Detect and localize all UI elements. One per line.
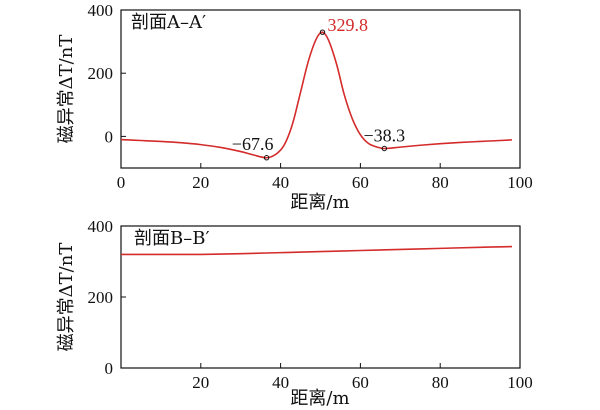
annotation-label: 329.8 xyxy=(327,15,368,35)
ticks-b: 20 40 60 80 100 0 200 400 xyxy=(88,217,533,392)
y-tick-label-b: 0 xyxy=(105,359,114,378)
x-tick-label-a: 100 xyxy=(507,173,533,192)
annotation-label: −38.3 xyxy=(364,126,406,146)
y-axis-label-b: 磁异常ΔT/nT xyxy=(56,243,77,352)
x-tick-label-b: 60 xyxy=(352,373,369,392)
chart-title-b: 剖面B–B′ xyxy=(134,228,210,249)
x-tick-label-a: 60 xyxy=(352,173,369,192)
annotation-point xyxy=(381,145,388,152)
x-tick-label-a: 20 xyxy=(192,173,209,192)
chart-panel-a: 剖面A–A′ 距离/m 磁异常ΔT/nT 0 20 40 60 80 100 0 200 400… xyxy=(56,1,533,213)
series-line-a xyxy=(120,31,513,159)
x-tick-label-a: 40 xyxy=(272,173,289,192)
y-axis-label-a: 磁异常ΔT/nT xyxy=(56,35,77,144)
plot-frame-a xyxy=(120,9,521,169)
annotations-a: −67.6 329.8 −38.3 xyxy=(232,15,406,161)
y-tick-label-b: 400 xyxy=(88,217,114,236)
chart-panel-b: 剖面B–B′ 距离/m 磁异常ΔT/nT 20 40 60 80 100 0 200 400 xyxy=(56,217,533,409)
y-tick-label-a: 200 xyxy=(88,64,114,83)
y-tick-label-a: 0 xyxy=(105,127,114,146)
series-line-b xyxy=(120,245,513,256)
x-tick-label-b: 80 xyxy=(432,373,449,392)
x-tick-label-a: 0 xyxy=(117,173,126,192)
x-tick-label-b: 20 xyxy=(192,373,209,392)
annotation-point xyxy=(263,155,270,161)
chart-title-a: 剖面A–A′ xyxy=(131,12,206,33)
y-tick-label-b: 200 xyxy=(88,288,114,307)
annotation-point xyxy=(319,29,326,35)
x-tick-label-b: 100 xyxy=(507,373,533,392)
x-tick-label-a: 80 xyxy=(432,173,449,192)
ticks-a: 0 20 40 60 80 100 0 200 400 xyxy=(88,1,533,192)
x-axis-label-a: 距离/m xyxy=(290,192,349,213)
x-axis-label-b: 距离/m xyxy=(290,388,349,409)
annotation-label: −67.6 xyxy=(232,134,274,154)
x-tick-label-b: 40 xyxy=(272,373,289,392)
y-tick-label-a: 400 xyxy=(88,1,114,20)
